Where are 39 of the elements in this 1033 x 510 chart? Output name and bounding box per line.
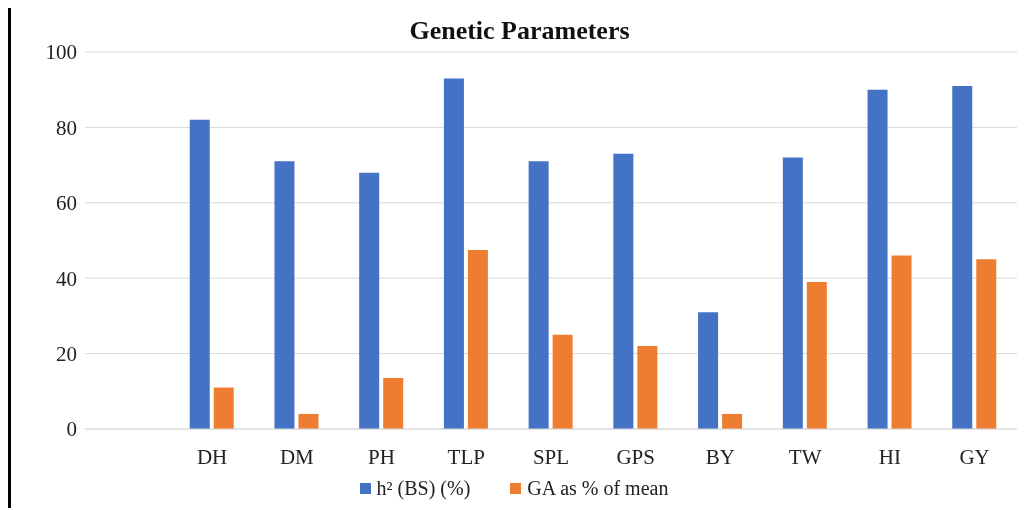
bar (359, 172, 380, 429)
bar (443, 78, 464, 429)
bar (698, 312, 719, 429)
bar (867, 89, 888, 429)
bar (952, 85, 973, 429)
bar (528, 161, 549, 429)
chart-title: Genetic Parameters (409, 16, 630, 45)
y-tick-label: 80 (56, 115, 77, 140)
y-tick-label: 100 (45, 40, 77, 65)
x-tick-label: TW (788, 444, 822, 469)
x-tick-label: BY (705, 444, 736, 469)
bar (613, 153, 634, 429)
x-tick-label: GY (959, 444, 990, 469)
bar (383, 378, 404, 429)
y-tick-label: 20 (56, 342, 77, 367)
bar (722, 413, 743, 429)
bar (891, 255, 912, 429)
bar (274, 161, 295, 429)
y-tick-label: 40 (56, 266, 77, 291)
bar (552, 334, 573, 429)
bar (213, 387, 234, 429)
x-tick-label: PH (368, 444, 395, 469)
y-tick-label: 60 (56, 191, 77, 216)
y-tick-label: 0 (66, 417, 77, 442)
bar (976, 259, 997, 429)
x-tick-label: TLP (447, 444, 485, 469)
x-tick-label: HI (878, 444, 901, 469)
bar (298, 413, 319, 429)
bar (189, 119, 210, 429)
bar (467, 249, 488, 429)
x-tick-label: DM (279, 444, 315, 469)
bar (806, 281, 827, 429)
bar (782, 157, 803, 429)
bar (637, 346, 658, 429)
legend-label: h² (BS) (%) (376, 477, 471, 500)
legend-label: GA as % of mean (527, 477, 669, 500)
x-tick-label: SPL (532, 444, 570, 469)
x-tick-label: GPS (616, 444, 655, 469)
x-tick-label: DH (196, 444, 228, 469)
